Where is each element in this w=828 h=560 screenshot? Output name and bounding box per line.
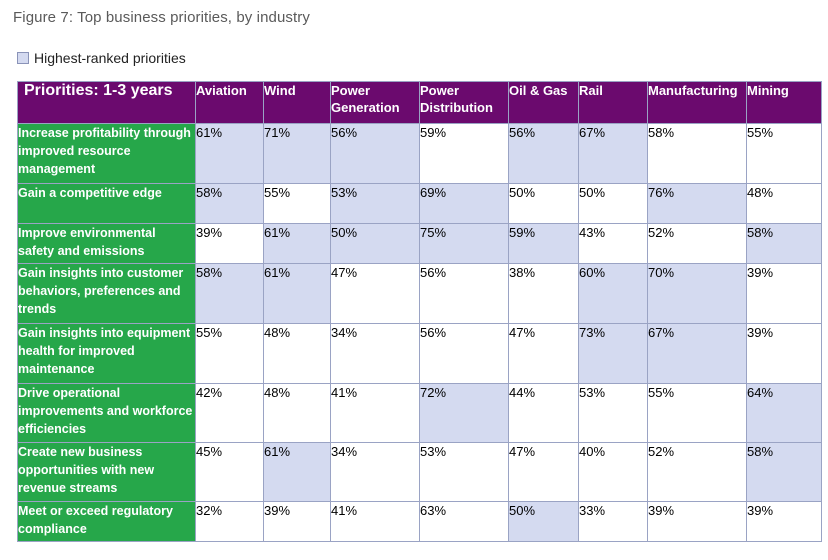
table-cell: 56% — [508, 123, 579, 184]
table-cell: 59% — [419, 123, 509, 184]
table-cell: 58% — [746, 223, 822, 264]
table-cell: 59% — [508, 223, 579, 264]
table-cell: 76% — [647, 183, 747, 224]
table-row: Drive operational improvements and workf… — [17, 383, 822, 443]
table-row: Improve environmental safety and emissio… — [17, 223, 822, 264]
table-cell: 38% — [508, 263, 579, 324]
table-cell: 60% — [578, 263, 648, 324]
table-cell: 52% — [647, 223, 747, 264]
table-cell: 55% — [647, 383, 747, 443]
table-cell: 39% — [195, 223, 264, 264]
row-header: Improve environmental safety and emissio… — [17, 223, 196, 264]
table-cell: 61% — [263, 223, 331, 264]
column-header: Manufacturing — [647, 81, 747, 124]
table-row: Gain insights into equipment health for … — [17, 323, 822, 384]
table-cell: 34% — [330, 442, 420, 502]
row-header: Create new business opportunities with n… — [17, 442, 196, 502]
table-cell: 67% — [578, 123, 648, 184]
table-cell: 40% — [578, 442, 648, 502]
table-cell: 39% — [746, 263, 822, 324]
row-header: Gain a competitive edge — [17, 183, 196, 224]
table-cell: 42% — [195, 383, 264, 443]
table-cell: 53% — [578, 383, 648, 443]
table-cell: 53% — [330, 183, 420, 224]
table-cell: 71% — [263, 123, 331, 184]
table-cell: 34% — [330, 323, 420, 384]
table-cell: 41% — [330, 383, 420, 443]
corner-header: Priorities: 1-3 years — [17, 81, 196, 124]
table-cell: 47% — [508, 442, 579, 502]
legend: Highest-ranked priorities — [17, 50, 186, 66]
table-header-row: Priorities: 1-3 years Aviation Wind Powe… — [17, 81, 822, 124]
row-header: Meet or exceed regulatory compliance — [17, 501, 196, 542]
table-row: Create new business opportunities with n… — [17, 442, 822, 502]
table-cell: 55% — [195, 323, 264, 384]
table-cell: 50% — [578, 183, 648, 224]
table-cell: 61% — [263, 263, 331, 324]
row-header: Drive operational improvements and workf… — [17, 383, 196, 443]
table-cell: 56% — [330, 123, 420, 184]
table-cell: 55% — [746, 123, 822, 184]
table-cell: 39% — [746, 323, 822, 384]
table-row: Gain a competitive edge 58% 55% 53% 69% 50% 50… — [17, 183, 822, 224]
table-cell: 45% — [195, 442, 264, 502]
table-cell: 53% — [419, 442, 509, 502]
table-cell: 47% — [508, 323, 579, 384]
table-cell: 41% — [330, 501, 420, 542]
table-cell: 58% — [746, 442, 822, 502]
table-cell: 50% — [330, 223, 420, 264]
table-cell: 56% — [419, 263, 509, 324]
table-cell: 75% — [419, 223, 509, 264]
table-cell: 73% — [578, 323, 648, 384]
table-cell: 58% — [647, 123, 747, 184]
legend-label: Highest-ranked priorities — [34, 50, 186, 66]
table-cell: 58% — [195, 263, 264, 324]
column-header: Rail — [578, 81, 648, 124]
table-row: Meet or exceed regulatory compliance 32% 3… — [17, 501, 822, 542]
column-header: Mining — [746, 81, 822, 124]
table-cell: 47% — [330, 263, 420, 324]
table-cell: 39% — [263, 501, 331, 542]
table-cell: 64% — [746, 383, 822, 443]
priorities-table: Priorities: 1-3 years Aviation Wind Powe… — [17, 81, 822, 542]
table-cell: 69% — [419, 183, 509, 224]
row-header: Increase profitability through improved … — [17, 123, 196, 184]
table-cell: 72% — [419, 383, 509, 443]
table-cell: 44% — [508, 383, 579, 443]
table-row: Gain insights into customer behaviors, p… — [17, 263, 822, 324]
table-cell: 43% — [578, 223, 648, 264]
table-cell: 61% — [195, 123, 264, 184]
table-cell: 56% — [419, 323, 509, 384]
table-cell: 70% — [647, 263, 747, 324]
table-body: Increase profitability through improved … — [17, 123, 822, 542]
row-header: Gain insights into customer behaviors, p… — [17, 263, 196, 324]
table-cell: 58% — [195, 183, 264, 224]
column-header: Oil & Gas — [508, 81, 579, 124]
table-cell: 61% — [263, 442, 331, 502]
table-cell: 63% — [419, 501, 509, 542]
table-cell: 67% — [647, 323, 747, 384]
table-cell: 33% — [578, 501, 648, 542]
legend-swatch — [17, 52, 29, 64]
table-cell: 50% — [508, 183, 579, 224]
table-row: Increase profitability through improved … — [17, 123, 822, 184]
table-cell: 48% — [263, 383, 331, 443]
column-header: Aviation — [195, 81, 264, 124]
table-cell: 52% — [647, 442, 747, 502]
table-cell: 50% — [508, 501, 579, 542]
column-header: Power Generation — [330, 81, 420, 124]
table-cell: 48% — [263, 323, 331, 384]
table-cell: 48% — [746, 183, 822, 224]
column-header: Power Distribution — [419, 81, 509, 124]
table-cell: 55% — [263, 183, 331, 224]
table-cell: 39% — [647, 501, 747, 542]
figure-title: Figure 7: Top business priorities, by in… — [13, 9, 310, 26]
table-cell: 32% — [195, 501, 264, 542]
row-header: Gain insights into equipment health for … — [17, 323, 196, 384]
column-header: Wind — [263, 81, 331, 124]
table-cell: 39% — [746, 501, 822, 542]
